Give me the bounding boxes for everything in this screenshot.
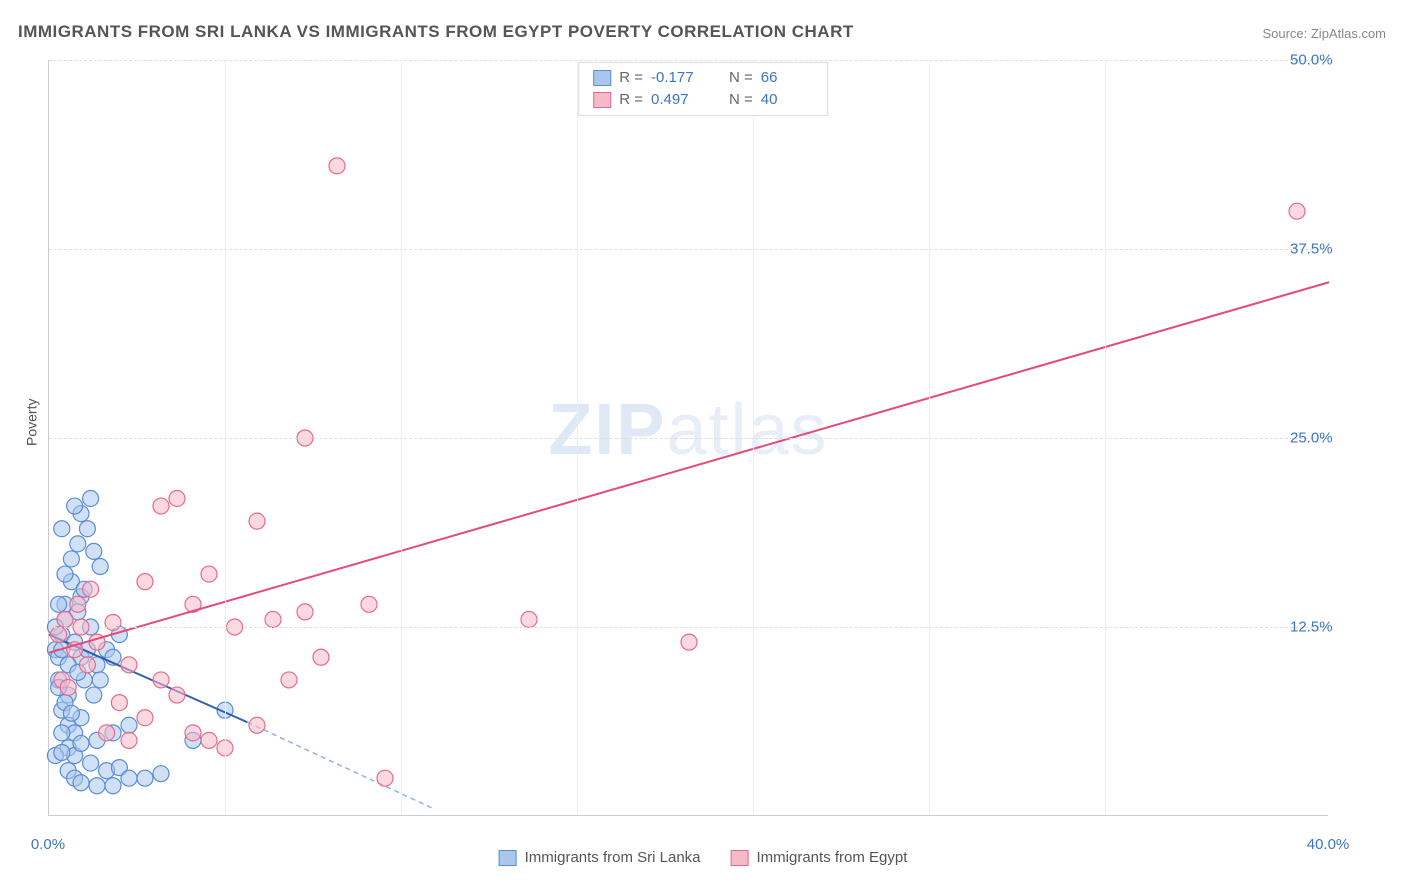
scatter-point: [249, 717, 265, 733]
scatter-point: [79, 657, 95, 673]
stat-n-label: N =: [729, 89, 753, 111]
scatter-point: [121, 732, 137, 748]
scatter-point: [51, 596, 67, 612]
stat-r-value: -0.177: [651, 67, 703, 89]
series-swatch: [593, 70, 611, 86]
scatter-point: [185, 725, 201, 741]
series-swatch: [499, 850, 517, 866]
scatter-point: [265, 611, 281, 627]
scatter-point: [60, 679, 76, 695]
stats-row: R = -0.177 N = 66: [593, 67, 813, 89]
scatter-point: [54, 725, 70, 741]
legend-label: Immigrants from Egypt: [757, 849, 908, 866]
plot-area: ZIPatlas: [48, 60, 1328, 816]
scatter-point: [121, 657, 137, 673]
scatter-point: [377, 770, 393, 786]
scatter-point: [1289, 203, 1305, 219]
y-tick-label: 25.0%: [1290, 430, 1333, 447]
gridline-vertical: [401, 60, 402, 815]
scatter-point: [86, 543, 102, 559]
x-tick-label: 40.0%: [1307, 836, 1350, 853]
scatter-point: [63, 551, 79, 567]
scatter-point: [105, 778, 121, 794]
scatter-point: [67, 498, 83, 514]
gridline-vertical: [1105, 60, 1106, 815]
scatter-point: [169, 490, 185, 506]
stat-n-value: 66: [761, 67, 813, 89]
scatter-point: [361, 596, 377, 612]
scatter-point: [111, 695, 127, 711]
scatter-point: [201, 732, 217, 748]
gridline-vertical: [929, 60, 930, 815]
scatter-point: [86, 687, 102, 703]
scatter-point: [63, 705, 79, 721]
scatter-point: [249, 513, 265, 529]
gridline-horizontal: [49, 60, 1328, 61]
stat-r-label: R =: [619, 89, 643, 111]
scatter-point: [70, 536, 86, 552]
scatter-point: [83, 581, 99, 597]
legend-item: Immigrants from Sri Lanka: [499, 849, 701, 866]
gridline-vertical: [577, 60, 578, 815]
legend-label: Immigrants from Sri Lanka: [525, 849, 701, 866]
scatter-point: [83, 755, 99, 771]
scatter-point: [169, 687, 185, 703]
scatter-point: [89, 778, 105, 794]
gridline-horizontal: [49, 627, 1328, 628]
scatter-point: [681, 634, 697, 650]
scatter-point: [137, 710, 153, 726]
y-axis-label: Poverty: [24, 399, 40, 446]
y-tick-label: 37.5%: [1290, 241, 1333, 258]
legend-item: Immigrants from Egypt: [731, 849, 908, 866]
y-tick-label: 12.5%: [1290, 619, 1333, 636]
scatter-point: [57, 611, 73, 627]
x-tick-label: 0.0%: [31, 836, 65, 853]
scatter-point: [137, 574, 153, 590]
stat-n-value: 40: [761, 89, 813, 111]
scatter-point: [153, 766, 169, 782]
legend: Immigrants from Sri Lanka Immigrants from…: [491, 847, 916, 868]
scatter-point: [57, 566, 73, 582]
scatter-point: [281, 672, 297, 688]
scatter-point: [92, 559, 108, 575]
scatter-point: [79, 521, 95, 537]
gridline-vertical: [753, 60, 754, 815]
chart-title: IMMIGRANTS FROM SRI LANKA VS IMMIGRANTS …: [18, 22, 854, 42]
scatter-point: [201, 566, 217, 582]
scatter-point: [313, 649, 329, 665]
stat-r-value: 0.497: [651, 89, 703, 111]
scatter-point: [153, 498, 169, 514]
scatter-point: [329, 158, 345, 174]
gridline-vertical: [225, 60, 226, 815]
scatter-point: [73, 735, 89, 751]
scatter-point: [70, 596, 86, 612]
gridline-horizontal: [49, 438, 1328, 439]
gridline-horizontal: [49, 249, 1328, 250]
stat-n-label: N =: [729, 67, 753, 89]
scatter-point: [121, 770, 137, 786]
scatter-point: [51, 627, 67, 643]
scatter-point: [137, 770, 153, 786]
scatter-point: [83, 490, 99, 506]
source-citation: Source: ZipAtlas.com: [1262, 26, 1386, 41]
scatter-point: [54, 744, 70, 760]
trend-line-dashed: [247, 722, 433, 808]
stats-legend-box: R = -0.177 N = 66 R = 0.497 N = 40: [578, 62, 828, 116]
series-swatch: [593, 92, 611, 108]
scatter-point: [153, 672, 169, 688]
scatter-point: [297, 604, 313, 620]
scatter-point: [99, 725, 115, 741]
stats-row: R = 0.497 N = 40: [593, 89, 813, 111]
scatter-point: [105, 614, 121, 630]
scatter-point: [121, 717, 137, 733]
scatter-point: [521, 611, 537, 627]
trend-line: [49, 282, 1329, 652]
scatter-point: [92, 672, 108, 688]
y-tick-label: 50.0%: [1290, 52, 1333, 69]
scatter-point: [73, 775, 89, 791]
scatter-point: [54, 521, 70, 537]
stat-r-label: R =: [619, 67, 643, 89]
series-swatch: [731, 850, 749, 866]
